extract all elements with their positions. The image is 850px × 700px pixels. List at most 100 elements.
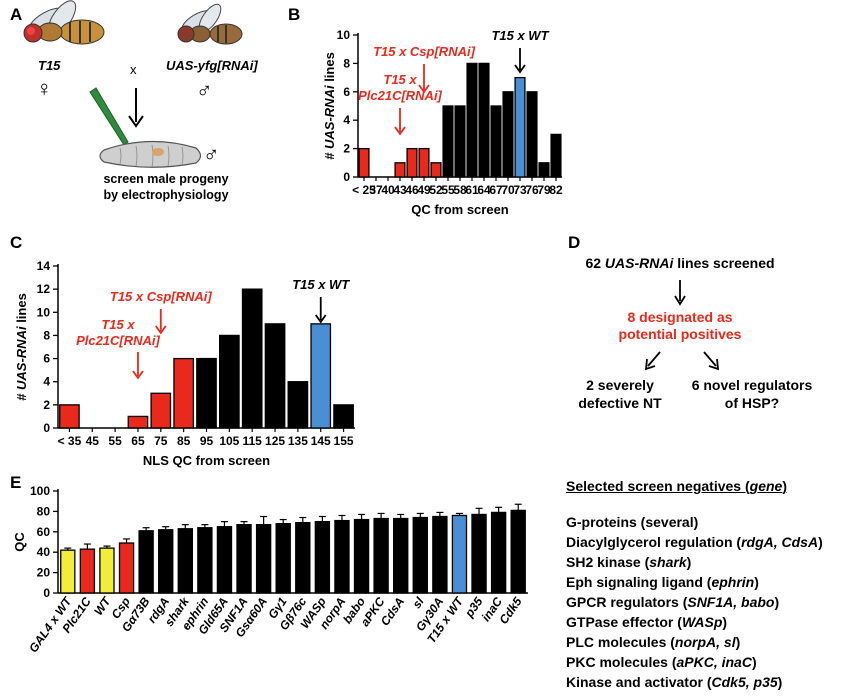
x-tick-label: 75 (154, 434, 168, 448)
bar (432, 515, 448, 594)
bar (216, 526, 233, 594)
novel-line2: of HSP? (725, 395, 779, 411)
panel-label-e: E (10, 473, 21, 492)
female-symbol: ♀ (36, 76, 53, 101)
y-tick-label: 0 (43, 586, 50, 600)
flow-arrow-left (644, 351, 661, 371)
x-tick-label: 145 (311, 434, 331, 448)
negatives-item: Kinase and activator (Cdk5, p35) (566, 674, 783, 690)
bar (550, 133, 562, 178)
x-tick-label: 115 (243, 434, 263, 448)
y-tick-label: 12 (37, 282, 51, 296)
bar (127, 415, 149, 429)
bar (138, 530, 154, 594)
x-tick-label: 67 (489, 183, 503, 197)
bar (310, 323, 332, 429)
x-tick-label: 43 (393, 183, 407, 197)
bar (418, 147, 430, 178)
x-tick-label: Cdk5 (496, 594, 524, 626)
annotation-arrowhead (155, 325, 167, 335)
bar (79, 548, 96, 594)
novel-line1: 6 novel regulators (692, 377, 813, 393)
y-axis-title-rest: lines (322, 52, 337, 85)
y-axis-title: # UAS-RNAi lines (322, 52, 337, 160)
bar (393, 517, 409, 594)
x-tick-label: 55 (108, 434, 122, 448)
x-tick-label: 82 (549, 183, 563, 197)
panel-label-b: B (288, 5, 300, 24)
negatives-item: PKC molecules (aPKC, inaC) (566, 654, 757, 670)
annotation-label: Plc21C[RNAi] (76, 333, 160, 348)
bar (287, 381, 309, 429)
female-genotype-label: T15 (38, 58, 61, 73)
x-tick-label: 61 (465, 183, 479, 197)
bar (333, 404, 354, 429)
larva-illustration (99, 140, 202, 168)
annotation-label: T15 x WT (292, 277, 350, 292)
bar (118, 542, 135, 594)
annotation-arrowhead (418, 84, 430, 94)
male-symbol: ♂ (196, 78, 213, 103)
y-tick-label: 6 (343, 85, 350, 99)
y-axis-title: QC (12, 532, 27, 552)
y-axis-title: # UAS-RNAi lines (14, 293, 29, 401)
annotation-label: T15 x WT (491, 28, 549, 43)
bar (150, 392, 172, 429)
progeny-male-symbol: ♂ (203, 142, 220, 167)
x-axis-title: QC from screen (411, 202, 509, 217)
flow-arrow-down (674, 280, 686, 306)
bar (451, 514, 468, 594)
negatives-item: Diacylglycerol regulation (rdgA, CdsA) (566, 534, 823, 550)
y-tick-label: 100 (30, 484, 50, 498)
bar (295, 521, 311, 594)
x-tick-label: 40 (381, 183, 395, 197)
screened-lines-text: 62 UAS-RNAi lines screened (585, 255, 774, 271)
x-tick-label: 70 (501, 183, 515, 197)
bar (197, 527, 213, 594)
bar (510, 509, 526, 594)
y-tick-label: 4 (343, 113, 350, 127)
bar (158, 529, 174, 594)
y-tick-label: 60 (37, 525, 51, 539)
panel-label-a: A (10, 5, 22, 24)
screened-count: 62 (585, 255, 601, 271)
x-tick-label: < 25 (352, 183, 376, 197)
positives-line2: potential positives (619, 326, 742, 342)
x-tick-label: 95 (200, 434, 214, 448)
bar (334, 519, 350, 594)
annotation-label: T15 x Csp[RNAi] (110, 289, 213, 304)
negatives-title-gene: gene (749, 478, 783, 494)
bar (502, 91, 514, 178)
bar (275, 522, 291, 594)
y-tick-label: 14 (37, 259, 51, 273)
annotation-arrowhead (132, 370, 144, 380)
positives-line1: 8 designated as (627, 309, 732, 325)
y-tick-label: 4 (43, 375, 50, 389)
bar (196, 357, 217, 429)
bar (314, 520, 331, 594)
bar (60, 549, 76, 594)
bar (241, 288, 263, 429)
annotation-arrowhead (514, 64, 526, 74)
x-tick-label: 79 (537, 183, 551, 197)
bar (59, 404, 80, 429)
x-tick-label: 37 (369, 183, 383, 197)
bar (177, 528, 193, 594)
female-fly-illustration (23, 0, 105, 45)
bar (236, 524, 252, 594)
bar (373, 517, 389, 594)
x-tick-label: 76 (525, 183, 539, 197)
negatives-item: PLC molecules (norpA, sl) (566, 634, 741, 650)
bar (255, 524, 272, 594)
bar (394, 162, 406, 178)
x-tick-label: 45 (86, 434, 100, 448)
bar (218, 334, 240, 429)
y-tick-label: 10 (37, 305, 51, 319)
y-axis-title-genotype: # UAS-RNAi (14, 326, 29, 401)
y-tick-label: 2 (43, 398, 50, 412)
y-tick-label: 10 (337, 28, 351, 42)
y-tick-label: 40 (37, 545, 51, 559)
y-tick-label: 8 (343, 56, 350, 70)
